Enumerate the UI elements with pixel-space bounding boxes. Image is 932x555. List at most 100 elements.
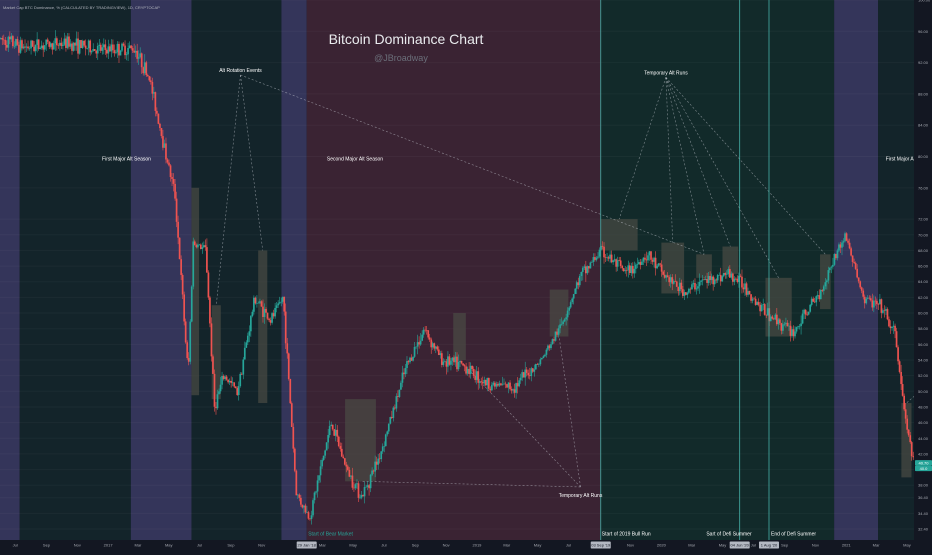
candle-body — [109, 46, 111, 52]
candle-body — [876, 300, 878, 305]
candle-body — [234, 386, 237, 389]
candle-body — [180, 259, 182, 275]
candle-body — [78, 40, 81, 54]
candle-body — [800, 323, 802, 327]
candle-body — [283, 296, 286, 312]
candle-body — [437, 349, 440, 356]
candle-body — [506, 384, 508, 388]
candle-body — [534, 364, 537, 370]
candle-body — [695, 288, 698, 290]
candle-body — [530, 368, 533, 377]
candle-body — [607, 257, 610, 259]
candle-body — [545, 349, 548, 355]
candle-body — [222, 375, 225, 380]
time-axis-background — [0, 540, 932, 550]
candle-body — [336, 429, 339, 437]
candle-body — [83, 40, 85, 46]
candle-body — [357, 483, 360, 498]
candle-body — [492, 382, 495, 385]
candle-body — [59, 42, 61, 46]
candle-body — [450, 360, 452, 365]
candle-body — [630, 265, 633, 273]
candle-body — [722, 273, 725, 277]
annotation-pointer — [240, 74, 264, 251]
candle-body — [337, 436, 340, 447]
candle-body — [242, 359, 245, 375]
candle-body — [836, 250, 839, 259]
candle-body — [175, 198, 178, 222]
candle-body — [130, 45, 132, 49]
candle-body — [298, 494, 301, 498]
candle-body — [674, 280, 677, 282]
candle-body — [428, 337, 431, 340]
period-band — [834, 0, 879, 540]
candle-body — [30, 40, 32, 49]
candle-body — [415, 346, 417, 348]
candle-body — [243, 347, 246, 360]
candle-body — [500, 383, 502, 386]
candle-body — [436, 346, 439, 350]
candle-body — [898, 361, 901, 372]
candle-body — [654, 257, 657, 269]
candle-body — [139, 53, 142, 58]
candle-body — [186, 342, 189, 359]
candle-body — [165, 143, 167, 160]
candle-body — [869, 298, 872, 301]
candle-body — [835, 253, 837, 259]
candle-body — [524, 369, 527, 378]
candle-body — [322, 455, 325, 461]
candle-body — [256, 302, 258, 304]
candle-body — [54, 38, 57, 44]
candle-body — [542, 356, 545, 358]
candle-body — [345, 464, 348, 467]
candle-body — [69, 43, 72, 47]
candle-body — [275, 305, 278, 308]
annotation-start-defi-summer: Sart of Defi Summer — [706, 531, 752, 537]
candle-body — [421, 334, 423, 341]
candle-body — [368, 485, 370, 489]
candle-body — [254, 297, 257, 304]
candle-body — [718, 274, 721, 276]
candle-body — [246, 335, 249, 343]
candle-body — [568, 307, 571, 311]
annotation-pointer — [618, 77, 667, 220]
candle-body — [146, 75, 149, 77]
candle-body — [710, 276, 713, 281]
alt-run-box — [901, 403, 912, 478]
candle-body — [248, 331, 251, 336]
price-axis[interactable]: 100.00 96.00 92.00 88.00 84.00 80.00 76.00 72.0… — [914, 0, 932, 550]
candle-body — [184, 321, 187, 343]
candle-body — [262, 306, 264, 318]
price-tick-label: 48.00 — [918, 404, 929, 409]
candle-body — [306, 512, 308, 513]
time-tick-label: May — [903, 543, 911, 548]
candle-body — [237, 386, 240, 396]
time-badge — [296, 541, 317, 549]
candle-body — [278, 302, 281, 304]
candle-body — [313, 492, 316, 501]
candle-body — [193, 241, 196, 245]
candle-body — [168, 162, 170, 166]
candle-body — [113, 50, 116, 54]
candle-body — [738, 275, 740, 283]
annotation-pointer — [558, 336, 581, 487]
candle-body — [528, 375, 531, 377]
price-tick-label: 36.40 — [918, 495, 929, 500]
candle-body — [196, 244, 199, 248]
candle-body — [159, 123, 161, 128]
candle-body — [660, 264, 663, 272]
candle-body — [595, 257, 598, 260]
time-axis[interactable]: Jul Sep Nov 2017 Mar May Jul Sep Nov Mar May Jul Sep… — [0, 540, 932, 550]
candle-body — [879, 299, 881, 305]
candle-body — [518, 380, 520, 387]
candle-body — [286, 343, 289, 354]
candle-body — [848, 242, 851, 249]
candle-body — [115, 52, 117, 54]
price-tick-label: 32.40 — [918, 527, 929, 532]
candle-body — [389, 417, 392, 424]
candle-body — [865, 298, 868, 304]
candle-body — [351, 475, 354, 488]
annotation-alt-rotation-2017: Alt Rotation Events — [219, 68, 262, 74]
candle-body — [715, 279, 718, 281]
candle-body — [785, 322, 787, 324]
